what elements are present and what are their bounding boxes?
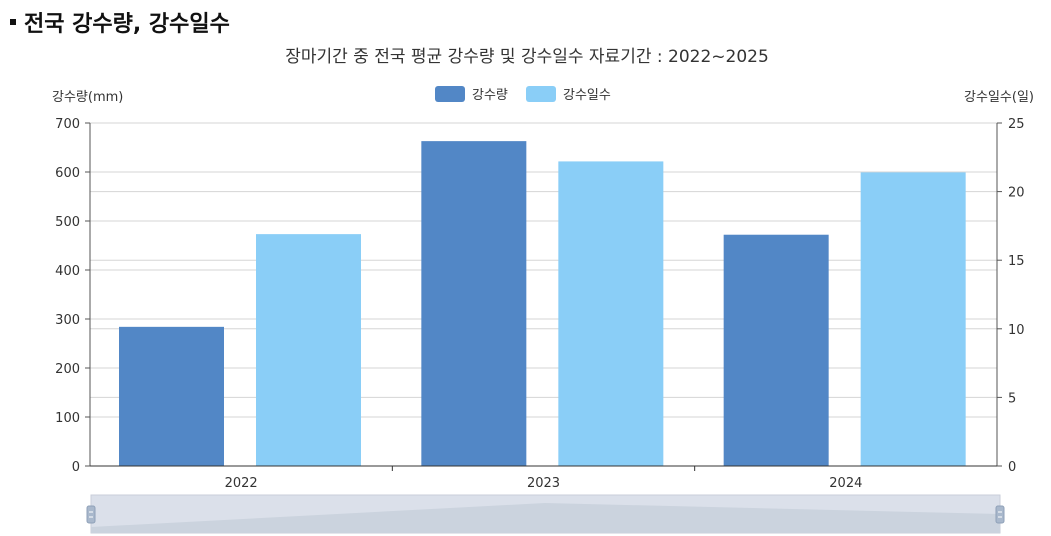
x-axis: 2022 2023 2024	[90, 465, 997, 491]
bar-rainy-days-2023[interactable]	[558, 161, 664, 466]
data-zoom-slider[interactable]	[86, 494, 1005, 534]
y-axis-right-label: 강수일수(일)	[964, 90, 1034, 105]
y-left-tick-label: 100	[55, 411, 80, 426]
grid	[90, 122, 997, 418]
y-axis-right-ticks: 0 5 10 15 20 25	[996, 117, 1025, 475]
x-tick-label: 2022	[225, 476, 258, 491]
y-left-tick-label: 400	[55, 264, 80, 279]
x-tick-label: 2023	[527, 476, 560, 491]
y-axis-left-ticks: 0 100 200 300 400 500 600 700	[55, 117, 91, 475]
legend[interactable]: 강수량 강수일수	[435, 86, 611, 103]
y-right-tick-label: 10	[1008, 323, 1025, 338]
y-right-tick-label: 20	[1008, 186, 1025, 201]
bar-rainfall-2024[interactable]	[723, 234, 829, 466]
legend-swatch-rainy-days[interactable]	[526, 86, 556, 102]
legend-swatch-rainfall[interactable]	[435, 86, 465, 102]
y-left-tick-label: 0	[72, 460, 80, 475]
bar-rainfall-2022[interactable]	[119, 326, 224, 466]
bars	[119, 141, 966, 466]
legend-label-rainy-days[interactable]: 강수일수	[563, 88, 611, 103]
chart-title: 장마기간 중 전국 평균 강수량 및 강수일수 자료기간 : 2022~2025	[285, 47, 769, 67]
section-title-text: 전국 강수량, 강수일수	[24, 12, 230, 37]
data-zoom-handle-right[interactable]	[995, 505, 1005, 524]
y-left-tick-label: 600	[55, 166, 80, 181]
y-right-tick-label: 15	[1008, 254, 1025, 269]
y-right-tick-label: 5	[1008, 391, 1016, 406]
section-title: 전국 강수량, 강수일수	[10, 6, 230, 38]
data-zoom-preview-shape	[91, 503, 1000, 533]
title-bullet-icon	[10, 19, 16, 25]
y-left-tick-label: 700	[55, 117, 80, 132]
y-left-tick-label: 300	[55, 313, 80, 328]
y-right-tick-label: 0	[1008, 460, 1016, 475]
y-right-tick-label: 25	[1008, 117, 1025, 132]
x-tick-label: 2024	[829, 476, 862, 491]
y-left-tick-label: 200	[55, 362, 80, 377]
data-zoom-handle-left[interactable]	[86, 505, 96, 524]
bar-rainfall-2023[interactable]	[421, 141, 527, 466]
bar-rainy-days-2024[interactable]	[860, 172, 966, 466]
y-axis-left-label: 강수량(mm)	[52, 90, 123, 105]
bar-rainy-days-2022[interactable]	[256, 234, 361, 466]
y-left-tick-label: 500	[55, 215, 80, 230]
legend-label-rainfall[interactable]: 강수량	[472, 88, 508, 103]
